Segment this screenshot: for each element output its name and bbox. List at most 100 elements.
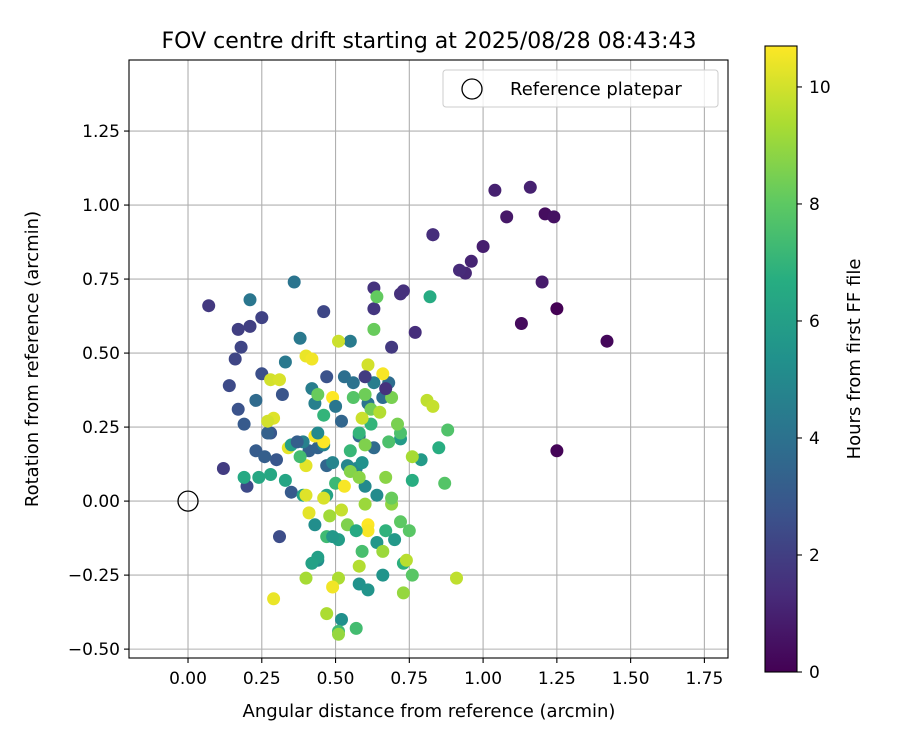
- scatter-point: [402, 524, 416, 538]
- scatter-point: [379, 470, 393, 484]
- scatter-point: [361, 358, 375, 372]
- scatter-point: [234, 340, 248, 354]
- scatter-point: [258, 450, 272, 464]
- scatter-point: [311, 426, 325, 440]
- scatter-point: [290, 435, 304, 449]
- y-tick-label: 0.75: [82, 270, 120, 290]
- scatter-point: [379, 382, 393, 396]
- scatter-point: [547, 210, 561, 224]
- scatter-point: [308, 518, 322, 532]
- scatter-point: [317, 408, 331, 422]
- scatter-point: [352, 426, 366, 440]
- y-tick-label: 1.25: [82, 122, 120, 142]
- scatter-point: [302, 506, 316, 520]
- scatter-point: [261, 414, 275, 428]
- scatter-point: [370, 488, 384, 502]
- y-axis-label: Rotation from reference (arcmin): [22, 211, 43, 507]
- scatter-point: [349, 621, 363, 635]
- scatter-point: [278, 355, 292, 369]
- y-tick-label: 1.00: [82, 196, 120, 216]
- scatter-point: [264, 468, 278, 481]
- scatter-point: [399, 553, 413, 567]
- colorbar-gradient: [764, 45, 798, 673]
- colorbar-ticks: 0 2 4 6 8 10: [797, 78, 831, 683]
- scatter-point: [423, 290, 437, 304]
- scatter-point: [376, 568, 390, 582]
- scatter-point: [335, 503, 348, 517]
- colorbar-label: Hours from first FF file: [844, 259, 865, 460]
- scatter-point: [335, 613, 348, 626]
- scatter-point: [432, 441, 446, 455]
- scatter-point: [231, 402, 245, 416]
- scatter-point: [405, 473, 419, 487]
- scatter-point: [305, 556, 319, 570]
- x-tick-label: 1.00: [464, 669, 502, 689]
- x-tick-label: 1.25: [538, 669, 576, 689]
- scatter-point: [335, 414, 348, 428]
- y-tick-label: −0.25: [68, 566, 120, 586]
- scatter-point: [426, 399, 440, 413]
- scatter-point: [273, 373, 286, 387]
- scatter-point: [361, 524, 375, 538]
- scatter-point: [535, 275, 549, 289]
- scatter-point: [438, 476, 452, 490]
- colorbar-tick-label: 2: [809, 546, 820, 566]
- scatter-point: [376, 367, 390, 381]
- scatter-point: [278, 473, 292, 487]
- scatter-point: [405, 568, 419, 582]
- scatter-point: [488, 183, 502, 197]
- scatter-point: [514, 317, 528, 330]
- scatter-point: [202, 299, 216, 313]
- scatter-point: [270, 453, 283, 467]
- y-tick-label: −0.50: [68, 640, 120, 660]
- x-tick-label: 0.50: [317, 669, 355, 689]
- scatter-point: [337, 479, 351, 493]
- reference-platepar-marker: [177, 490, 199, 512]
- scatter-point: [358, 388, 372, 401]
- x-tick-label: 1.75: [685, 669, 723, 689]
- colorbar-tick-label: 4: [809, 429, 820, 449]
- scatter-point: [323, 509, 337, 523]
- scatter-point: [255, 311, 269, 325]
- grid: [129, 60, 728, 658]
- scatter-point: [243, 293, 257, 307]
- x-tick-label: 0.75: [390, 669, 428, 689]
- scatter-point: [317, 305, 331, 319]
- y-tick-label: 0.00: [82, 492, 120, 512]
- scatter-point: [329, 399, 343, 413]
- scatter-point: [385, 491, 399, 505]
- scatter-point: [320, 370, 334, 384]
- scatter-point: [332, 627, 345, 641]
- scatter-point: [346, 391, 360, 404]
- scatter-point: [550, 444, 564, 458]
- scatter-point: [293, 450, 307, 464]
- scatter-point: [326, 456, 340, 470]
- colorbar-tick-label: 10: [809, 78, 831, 98]
- colorbar-tick-label: 8: [809, 195, 820, 215]
- scatter-point: [311, 388, 325, 401]
- x-tick-label: 1.50: [612, 669, 650, 689]
- scatter-point: [405, 450, 419, 464]
- scatter-point: [361, 583, 375, 597]
- scatter-point: [394, 515, 407, 529]
- scatter-point: [249, 393, 263, 407]
- axes-frame: [128, 59, 729, 659]
- scatter-point: [216, 462, 230, 475]
- scatter-point: [222, 379, 236, 393]
- scatter-point: [464, 254, 478, 268]
- chart-title: FOV centre drift starting at 2025/08/28 …: [162, 29, 697, 54]
- scatter-point: [523, 180, 537, 194]
- scatter-point: [237, 417, 251, 431]
- legend-box: [442, 69, 719, 108]
- x-axis-label: Angular distance from reference (arcmin): [243, 701, 616, 722]
- legend-label: Reference platepar: [510, 79, 682, 100]
- scatter-point: [332, 334, 345, 348]
- scatter-point: [358, 438, 372, 452]
- scatter-point: [252, 470, 266, 484]
- scatter-point: [408, 325, 422, 339]
- x-tick-label: 0.25: [243, 669, 281, 689]
- colorbar-tick-label: 0: [809, 663, 820, 683]
